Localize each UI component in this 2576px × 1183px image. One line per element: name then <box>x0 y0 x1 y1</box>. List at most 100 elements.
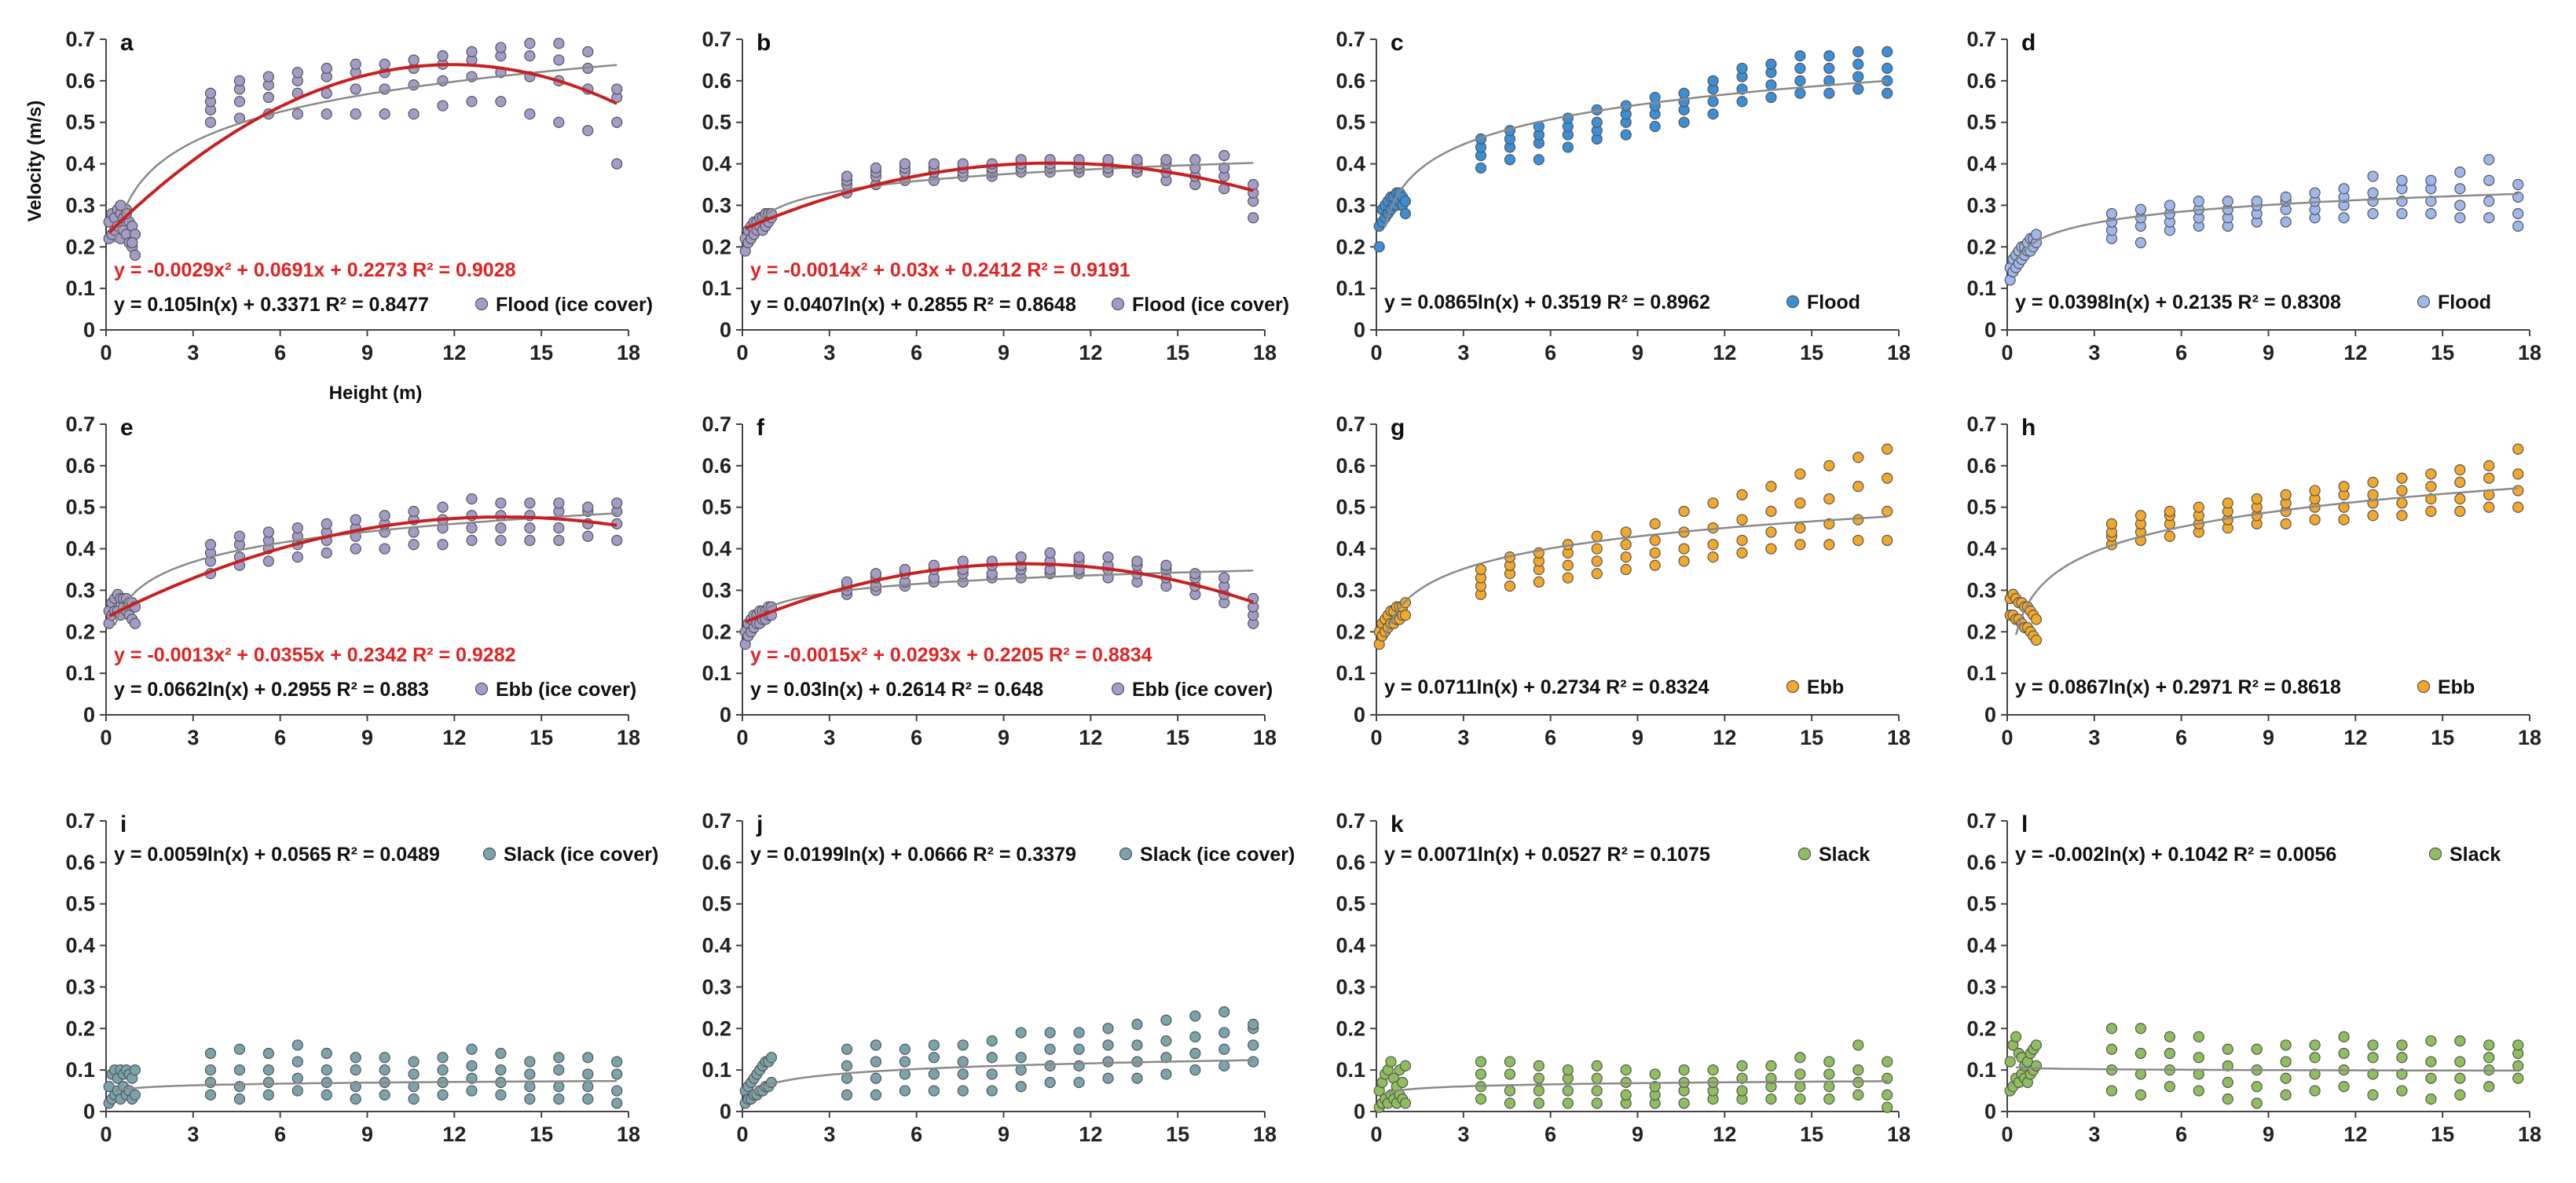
x-tick-label: 3 <box>187 341 199 364</box>
data-point <box>1620 526 1632 538</box>
x-tick-label: 15 <box>1800 1123 1823 1146</box>
data-point <box>611 158 623 170</box>
data-point <box>2251 1097 2263 1109</box>
data-point <box>1765 526 1777 538</box>
data-point <box>1385 1056 1397 1068</box>
data-point <box>262 1089 274 1101</box>
data-point <box>408 1056 420 1068</box>
data-point <box>1649 534 1661 547</box>
data-point <box>1823 1068 1835 1080</box>
data-point <box>553 1093 565 1105</box>
data-point <box>262 71 274 82</box>
data-point <box>1823 460 1835 471</box>
y-tick-label: 0.1 <box>65 277 95 300</box>
data-point <box>928 1085 940 1097</box>
data-point <box>841 1060 853 1071</box>
y-tick-label: 0.7 <box>1336 809 1365 833</box>
data-point <box>1189 1064 1201 1076</box>
x-tick-label: 12 <box>1713 1123 1736 1146</box>
x-tick-label: 9 <box>998 726 1010 749</box>
panel-label: k <box>1391 811 1404 837</box>
data-point <box>1189 1031 1201 1042</box>
data-point <box>1794 522 1806 534</box>
data-point <box>2309 485 2321 496</box>
panel-label: e <box>120 415 134 441</box>
data-point <box>611 1097 623 1109</box>
data-point <box>582 46 594 57</box>
panel-c: 0 0.1 0.2 0.3 0.4 0.5 0.6 0.7 0 3 6 9 12 15 18 c y = 0.0… <box>1336 27 1911 364</box>
data-point <box>2454 476 2466 489</box>
x-tick-label: 3 <box>2088 1123 2100 1146</box>
y-tick-label: 0.6 <box>1966 69 1996 93</box>
data-point <box>2367 1052 2379 1064</box>
data-point <box>321 1089 332 1101</box>
data-point <box>437 100 449 112</box>
data-point <box>379 1064 390 1076</box>
legend-marker <box>482 847 497 861</box>
data-point <box>870 162 882 174</box>
data-point <box>841 1043 853 1055</box>
log-fit-equation: y = 0.0407ln(x) + 0.2855 R² = 0.8648 <box>750 294 1076 316</box>
data-point <box>1678 1064 1690 1076</box>
y-tick-label: 0.4 <box>1966 537 1996 561</box>
legend-label: Flood (ice cover) <box>496 294 653 316</box>
data-point <box>2367 1089 2379 1101</box>
x-tick-label: 0 <box>736 726 748 749</box>
data-point <box>1399 207 1412 220</box>
data-point <box>2164 200 2175 211</box>
x-tick-label: 18 <box>1253 341 1277 364</box>
x-tick-label: 15 <box>1166 341 1189 364</box>
data-point <box>1852 71 1864 82</box>
data-point <box>2134 1047 2147 1060</box>
x-tick-label: 6 <box>1545 1123 1556 1146</box>
data-point <box>2193 1052 2204 1064</box>
x-tick-label: 12 <box>1713 341 1736 364</box>
data-point <box>2396 1052 2408 1064</box>
data-point <box>2367 207 2379 220</box>
data-point <box>2396 174 2408 186</box>
data-point <box>1562 141 1574 153</box>
log-fit-line <box>750 570 1254 622</box>
x-tick-label: 0 <box>2001 341 2013 364</box>
y-tick-label: 0.6 <box>65 851 95 874</box>
data-point <box>582 530 594 542</box>
x-tick-label: 0 <box>736 341 748 364</box>
data-point <box>204 1064 217 1076</box>
legend-marker <box>1786 295 1800 309</box>
data-point <box>2396 497 2408 509</box>
y-tick-label: 0.3 <box>702 578 731 602</box>
data-point <box>2396 1085 2408 1097</box>
data-point <box>2454 464 2466 476</box>
data-point <box>553 1052 565 1064</box>
data-point <box>1852 481 1864 493</box>
data-point <box>1678 505 1690 518</box>
data-point <box>1131 1072 1143 1084</box>
data-point <box>1015 1052 1027 1064</box>
data-point <box>611 1085 623 1097</box>
data-point <box>2396 1039 2408 1051</box>
y-tick-label: 0.5 <box>1966 892 1996 916</box>
data-point <box>870 1072 882 1084</box>
legend-marker <box>1797 847 1812 861</box>
data-point <box>1678 555 1690 567</box>
data-point <box>2222 497 2233 509</box>
x-tick-label: 0 <box>100 1123 112 1146</box>
data-point <box>986 1052 998 1064</box>
y-tick-label: 0.2 <box>702 620 731 643</box>
data-point <box>899 1085 911 1097</box>
data-point <box>1620 563 1632 576</box>
x-tick-label: 3 <box>187 726 199 749</box>
data-point <box>2164 1081 2175 1093</box>
x-tick-label: 12 <box>442 341 466 364</box>
data-point <box>870 568 882 580</box>
data-point <box>2425 1035 2437 1047</box>
data-point <box>1765 1093 1777 1105</box>
data-point <box>2193 196 2204 207</box>
polynomial-fit-line <box>744 161 1254 230</box>
x-tick-label: 3 <box>823 726 835 749</box>
data-point <box>2251 1081 2263 1093</box>
x-tick-label: 3 <box>1457 341 1469 364</box>
data-point <box>2454 167 2466 178</box>
data-point <box>2309 1039 2321 1051</box>
y-tick-label: 0 <box>83 1100 95 1123</box>
